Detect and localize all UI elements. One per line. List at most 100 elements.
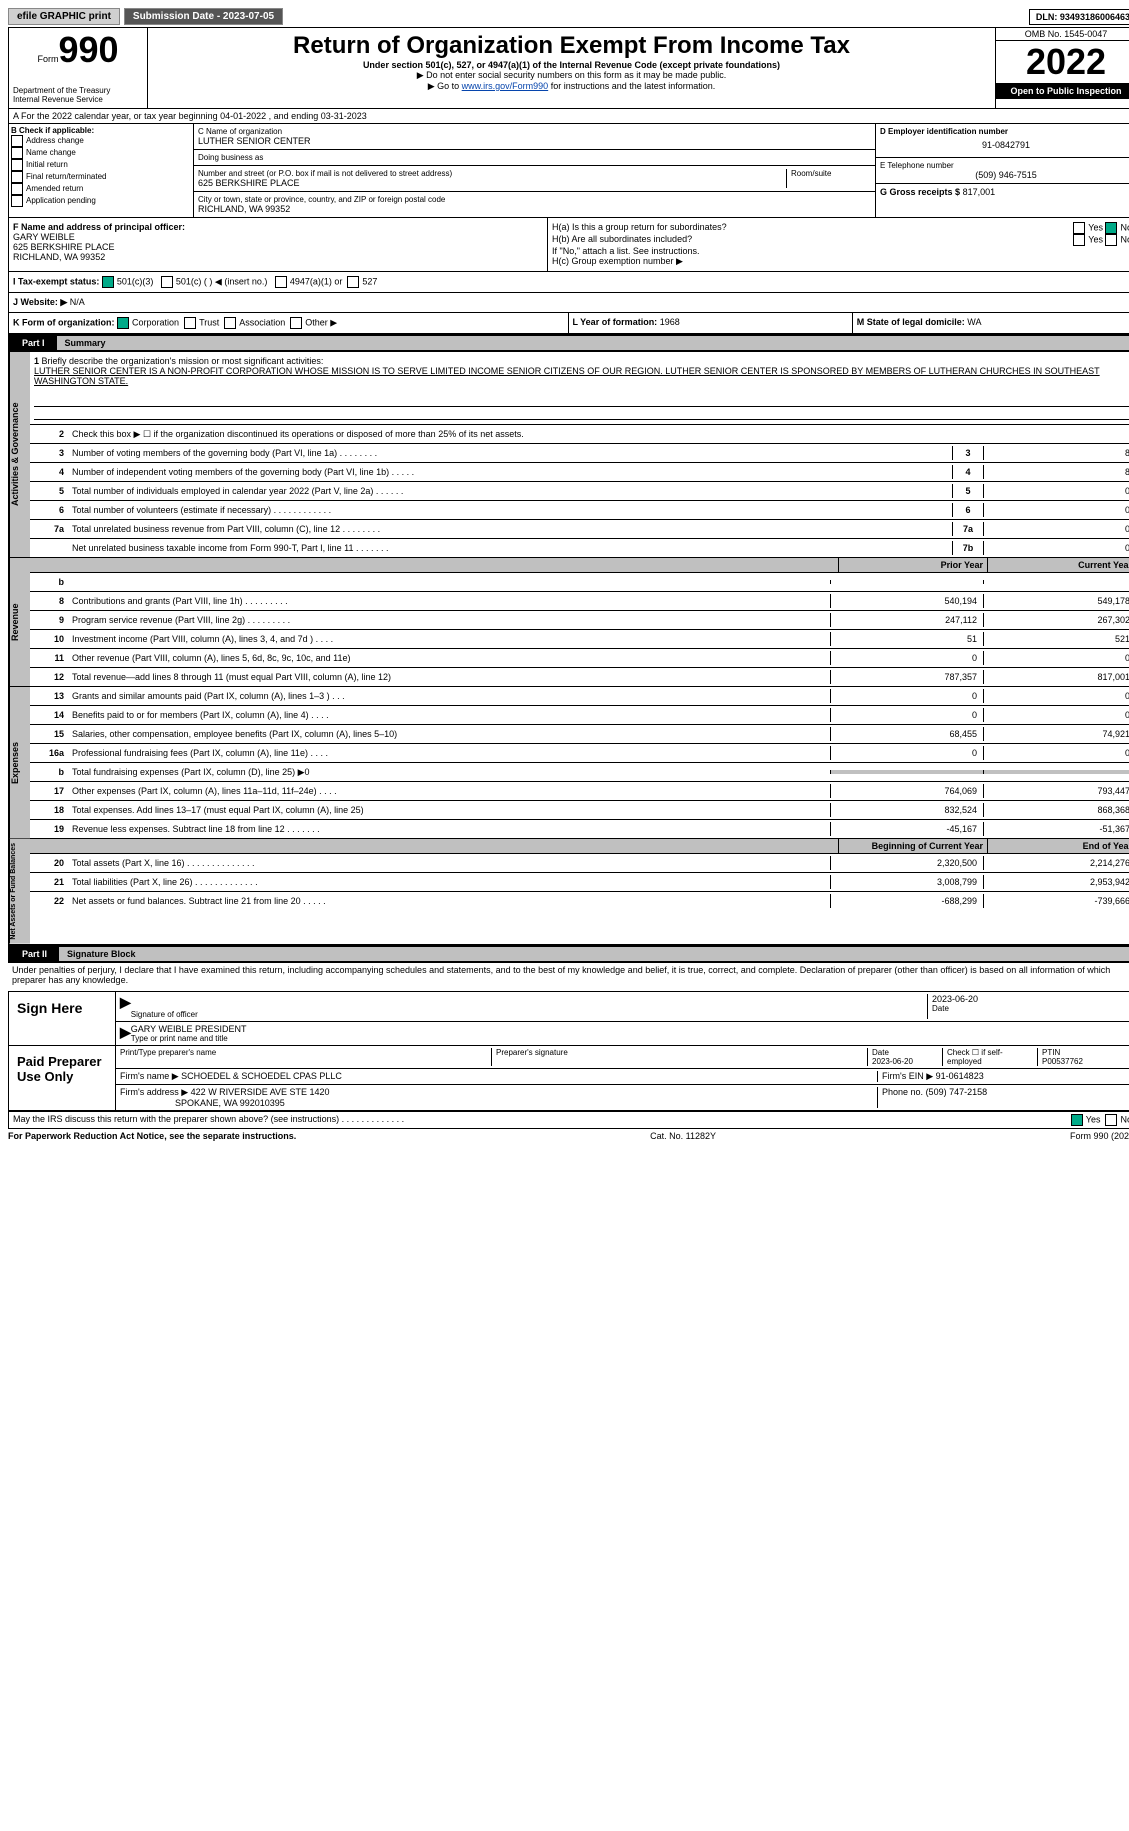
line-num: 21 <box>30 877 68 887</box>
line-num: 17 <box>30 786 68 796</box>
cb-hb-no[interactable] <box>1105 234 1117 246</box>
cb-application-pending[interactable] <box>11 195 23 207</box>
line-text: Other expenses (Part IX, column (A), lin… <box>68 784 830 798</box>
l-label: L Year of formation: <box>573 317 658 327</box>
note-ssn: ▶ Do not enter social security numbers o… <box>152 70 991 81</box>
line-current: 868,368 <box>983 803 1129 817</box>
line-num: 19 <box>30 824 68 834</box>
mission-body: LUTHER SENIOR CENTER IS A NON-PROFIT COR… <box>34 366 1129 386</box>
i-label: I Tax-exempt status: <box>13 276 99 286</box>
line-prior: 764,069 <box>830 784 983 798</box>
footer-left: For Paperwork Reduction Act Notice, see … <box>8 1131 296 1141</box>
line-prior: 2,320,500 <box>830 856 983 870</box>
arrow-icon: ▶ <box>120 1024 131 1043</box>
cb-corporation[interactable] <box>117 317 129 329</box>
f-label: F Name and address of principal officer: <box>13 222 543 232</box>
cb-527[interactable] <box>347 276 359 288</box>
prep-name-hdr: Print/Type preparer's name <box>120 1048 492 1066</box>
note-goto-pre: ▶ Go to <box>428 81 462 91</box>
line-prior: -688,299 <box>830 894 983 908</box>
telephone-value: (509) 946-7515 <box>880 170 1129 180</box>
cb-501c[interactable] <box>161 276 173 288</box>
cb-discuss-yes[interactable] <box>1071 1114 1083 1126</box>
prior-year-hdr: Prior Year <box>838 558 987 572</box>
cb-discuss-no[interactable] <box>1105 1114 1117 1126</box>
end-year-hdr: End of Year <box>987 839 1129 853</box>
cb-other[interactable] <box>290 317 302 329</box>
line-num: 5 <box>30 486 68 496</box>
part1-title: Summary <box>57 336 1129 350</box>
cb-501c3[interactable] <box>102 276 114 288</box>
line-text: Total fundraising expenses (Part IX, col… <box>68 765 830 780</box>
section-a: A For the 2022 calendar year, or tax yea… <box>8 109 1129 124</box>
line-current: 0 <box>983 746 1129 760</box>
efile-button[interactable]: efile GRAPHIC print <box>8 8 120 25</box>
firm-addr1: 422 W RIVERSIDE AVE STE 1420 <box>191 1087 330 1097</box>
cb-trust[interactable] <box>184 317 196 329</box>
cb-hb-yes[interactable] <box>1073 234 1085 246</box>
h-note: If "No," attach a list. See instructions… <box>552 246 1129 256</box>
declaration-text: Under penalties of perjury, I declare th… <box>8 963 1129 987</box>
cb-address-change[interactable] <box>11 135 23 147</box>
cb-initial-return[interactable] <box>11 159 23 171</box>
line-text: Number of voting members of the governin… <box>68 446 952 460</box>
prep-date-hdr: Date <box>872 1048 889 1057</box>
street-address: 625 BERKSHIRE PLACE <box>198 178 786 188</box>
gross-receipts: 817,001 <box>963 187 996 197</box>
footer-right: Form 990 (2022) <box>1070 1131 1129 1141</box>
line-num: 20 <box>30 858 68 868</box>
line-num: 18 <box>30 805 68 815</box>
line-text: Investment income (Part VIII, column (A)… <box>68 632 830 646</box>
cb-ha-yes[interactable] <box>1073 222 1085 234</box>
line-num: 22 <box>30 896 68 906</box>
part1-label: Part I <box>14 336 53 350</box>
line-text: Number of independent voting members of … <box>68 465 952 479</box>
firm-phone-label: Phone no. <box>882 1087 923 1097</box>
cb-amended-return[interactable] <box>11 183 23 195</box>
e-label: E Telephone number <box>880 161 1129 170</box>
cb-ha-no[interactable] <box>1105 222 1117 234</box>
c-city-label: City or town, state or province, country… <box>198 195 871 204</box>
line-num: 2 <box>30 429 68 439</box>
line-box: 5 <box>952 484 983 498</box>
sig-name-label: Type or print name and title <box>131 1034 1129 1043</box>
line-prior: 832,524 <box>830 803 983 817</box>
line-text: Benefits paid to or for members (Part IX… <box>68 708 830 722</box>
note-goto-post: for instructions and the latest informat… <box>548 81 715 91</box>
line-prior: 0 <box>830 708 983 722</box>
line-text: Total expenses. Add lines 13–17 (must eq… <box>68 803 830 817</box>
line-num: 6 <box>30 505 68 515</box>
cb-4947[interactable] <box>275 276 287 288</box>
irs-link[interactable]: www.irs.gov/Form990 <box>462 81 549 91</box>
website-value: N/A <box>70 297 85 307</box>
section-b-label: B Check if applicable: <box>11 126 191 135</box>
officer-addr2: RICHLAND, WA 99352 <box>13 252 543 262</box>
org-name: LUTHER SENIOR CENTER <box>198 136 871 146</box>
line-num: 9 <box>30 615 68 625</box>
part2-title: Signature Block <box>59 947 1129 961</box>
line-current: -739,666 <box>983 894 1129 908</box>
ha-label: H(a) Is this a group return for subordin… <box>552 222 727 234</box>
irs-label: Internal Revenue Service <box>13 95 143 104</box>
line-current: 74,921 <box>983 727 1129 741</box>
cb-name-change[interactable] <box>11 147 23 159</box>
line-text: Contributions and grants (Part VIII, lin… <box>68 594 830 608</box>
state-domicile: WA <box>967 317 981 327</box>
line-num: 8 <box>30 596 68 606</box>
line-num: 7a <box>30 524 68 534</box>
cb-association[interactable] <box>224 317 236 329</box>
line-num: 10 <box>30 634 68 644</box>
begin-year-hdr: Beginning of Current Year <box>838 839 987 853</box>
line-text: Revenue less expenses. Subtract line 18 … <box>68 822 830 836</box>
line-text: Grants and similar amounts paid (Part IX… <box>68 689 830 703</box>
firm-addr2: SPOKANE, WA 992010395 <box>175 1098 285 1108</box>
line-current: 0 <box>983 651 1129 665</box>
room-label: Room/suite <box>791 169 871 178</box>
line-box: 6 <box>952 503 983 517</box>
cb-final-return[interactable] <box>11 171 23 183</box>
line-val: 0 <box>983 484 1129 498</box>
year-formation: 1968 <box>660 317 680 327</box>
g-label: G Gross receipts $ <box>880 187 960 197</box>
line-text <box>68 580 830 584</box>
m-label: M State of legal domicile: <box>857 317 965 327</box>
